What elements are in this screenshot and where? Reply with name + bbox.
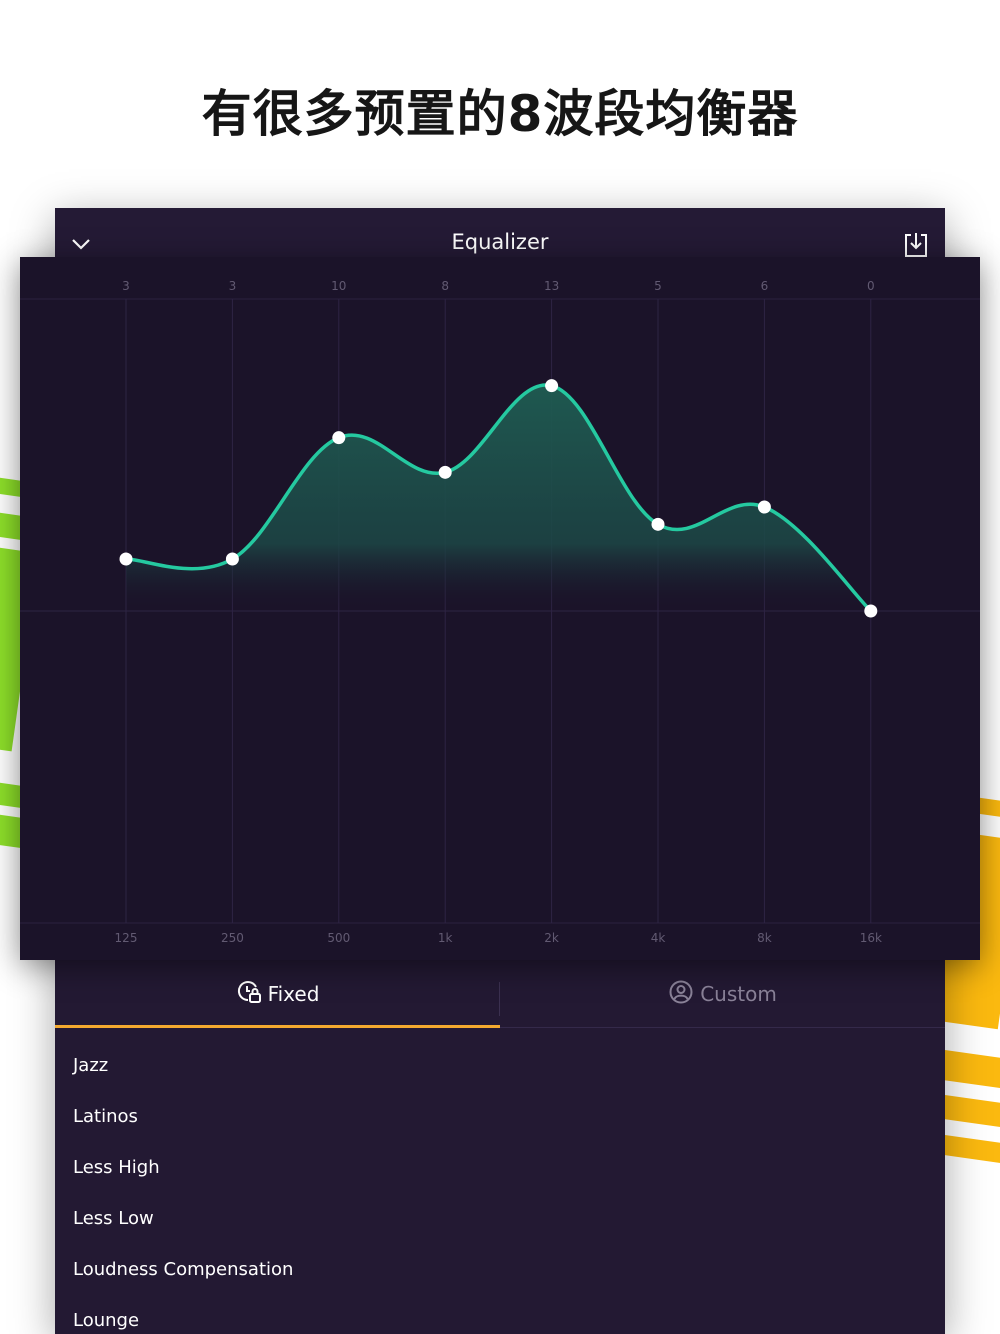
- preset-item-lounge[interactable]: Lounge: [73, 1310, 140, 1331]
- preset-item-latinos[interactable]: Latinos: [73, 1106, 138, 1127]
- equalizer-chart: 3 125 3 250 10 500 8 1k 13 2k 5 4k 6 8k 0 16k: [20, 257, 980, 960]
- nav-bar: Equalizer: [55, 208, 945, 260]
- eq-chart-svg: 3 125 3 250 10 500 8 1k 13 2k 5 4k 6 8k 0 16k: [20, 279, 980, 945]
- user-circle-icon: [668, 979, 700, 1010]
- tab-divider: [499, 982, 500, 1016]
- eq-frequency-label: 1k: [438, 931, 453, 945]
- eq-frequency-label: 500: [327, 931, 350, 945]
- tab-fixed[interactable]: Fixed: [55, 960, 500, 1028]
- eq-gain-label: 3: [229, 279, 237, 293]
- eq-frequency-label: 4k: [651, 931, 666, 945]
- eq-frequency-label: 16k: [860, 931, 882, 945]
- preset-item-less-high[interactable]: Less High: [73, 1157, 160, 1178]
- eq-gain-label: 5: [654, 279, 662, 293]
- eq-gain-label: 10: [331, 279, 346, 293]
- eq-gain-label: 6: [761, 279, 769, 293]
- preset-item-loudness-compensation[interactable]: Loudness Compensation: [73, 1259, 294, 1280]
- eq-curve-line: [125, 383, 873, 613]
- tab-custom-label: Custom: [700, 982, 777, 1006]
- eq-band-handle-8k[interactable]: [757, 500, 771, 514]
- promo-title: 有很多预置的8波段均衡器: [201, 85, 799, 143]
- eq-band-handle-1k[interactable]: [438, 465, 452, 479]
- tab-custom[interactable]: Custom: [500, 960, 945, 1028]
- eq-gain-label: 0: [867, 279, 875, 293]
- eq-frequency-label: 8k: [757, 931, 772, 945]
- tab-fixed-label: Fixed: [267, 982, 320, 1006]
- preset-list: Jazz Latinos Less High Less Low Loudness…: [55, 1040, 945, 1334]
- eq-band-handle-125[interactable]: [119, 552, 133, 566]
- eq-band-handle-250[interactable]: [225, 552, 239, 566]
- eq-band-handle-16k[interactable]: [864, 604, 878, 618]
- eq-curve-area: [126, 384, 871, 611]
- eq-gain-label: 8: [441, 279, 449, 293]
- chevron-down-icon[interactable]: [71, 236, 91, 255]
- eq-frequency-label: 125: [115, 931, 138, 945]
- eq-band-handle-500[interactable]: [332, 431, 346, 445]
- eq-gain-label: 3: [122, 279, 130, 293]
- eq-gain-label: 13: [544, 279, 559, 293]
- eq-frequency-label: 2k: [544, 931, 559, 945]
- preset-item-jazz[interactable]: Jazz: [73, 1055, 109, 1076]
- eq-band-handle-4k[interactable]: [651, 517, 665, 531]
- preset-tabs: Fixed Custom: [55, 960, 945, 1028]
- preset-item-less-low[interactable]: Less Low: [73, 1208, 154, 1229]
- download-tray-icon[interactable]: [903, 231, 929, 263]
- eq-band-handle-2k[interactable]: [545, 379, 559, 393]
- active-tab-underline: [55, 1025, 500, 1028]
- nav-title: Equalizer: [451, 230, 549, 254]
- eq-frequency-label: 250: [221, 931, 244, 945]
- lock-clock-icon: [236, 979, 268, 1010]
